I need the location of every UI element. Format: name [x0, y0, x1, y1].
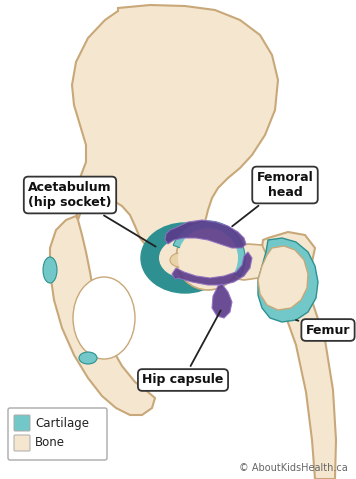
Polygon shape	[172, 252, 252, 285]
FancyBboxPatch shape	[14, 415, 30, 431]
Circle shape	[176, 226, 240, 290]
Polygon shape	[165, 220, 246, 248]
Polygon shape	[252, 245, 336, 479]
Ellipse shape	[170, 253, 190, 267]
Text: Acetabulum
(hip socket): Acetabulum (hip socket)	[28, 181, 156, 247]
Polygon shape	[72, 5, 278, 258]
Polygon shape	[212, 284, 232, 318]
Wedge shape	[173, 221, 245, 276]
Polygon shape	[218, 244, 268, 280]
Polygon shape	[50, 216, 155, 415]
Polygon shape	[262, 232, 315, 268]
Text: Cartilage: Cartilage	[35, 417, 89, 430]
Text: Femur: Femur	[296, 320, 350, 337]
Text: © AboutKidsHealth.ca: © AboutKidsHealth.ca	[239, 463, 348, 473]
Ellipse shape	[79, 352, 97, 364]
Text: Femoral
head: Femoral head	[232, 171, 313, 226]
Ellipse shape	[43, 257, 57, 283]
Ellipse shape	[159, 238, 211, 278]
Text: Bone: Bone	[35, 436, 65, 449]
FancyBboxPatch shape	[8, 408, 107, 460]
Text: Hip capsule: Hip capsule	[142, 310, 224, 387]
Ellipse shape	[73, 277, 135, 359]
Circle shape	[178, 228, 238, 288]
FancyBboxPatch shape	[14, 435, 30, 451]
Polygon shape	[258, 246, 308, 310]
Ellipse shape	[141, 223, 229, 293]
Polygon shape	[258, 238, 318, 322]
